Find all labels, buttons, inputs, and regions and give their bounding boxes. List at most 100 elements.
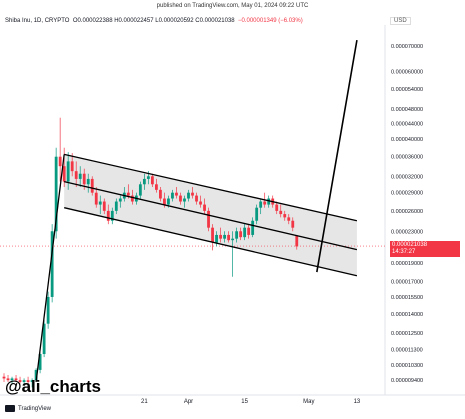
candle-body-70 xyxy=(283,214,287,218)
channel-middle xyxy=(64,180,358,251)
candle-body-48 xyxy=(195,195,198,202)
tradingview-brand-label: TradingView xyxy=(18,405,52,412)
y-tick-label-5: 0.000040000 xyxy=(391,137,423,143)
y-tick-label-9: 0.000026000 xyxy=(391,209,423,215)
y-tick-label-0: 0.000070000 xyxy=(391,44,423,50)
candle-body-62 xyxy=(251,220,255,235)
candle-body-12 xyxy=(50,231,54,297)
candle-body-59 xyxy=(239,231,243,238)
published-caption: published on TradingView.com, May 01, 20… xyxy=(156,3,309,9)
candle-body-8 xyxy=(34,369,38,381)
candle-body-40 xyxy=(163,198,166,205)
candle-body-4 xyxy=(18,380,22,382)
candle-body-66 xyxy=(267,198,271,205)
candle-body-58 xyxy=(235,231,239,239)
x-tick-label-0: 21 xyxy=(141,399,148,405)
candle-body-0 xyxy=(2,376,6,379)
ohlc-values: O0.000022388 H0.000022457 L0.000020592 C… xyxy=(72,18,235,24)
candle-body-52 xyxy=(211,227,214,243)
y-tick-label-1: 0.000060000 xyxy=(391,70,423,76)
candle-body-32 xyxy=(130,195,134,202)
candle-body-27 xyxy=(110,210,114,221)
candle-body-21 xyxy=(86,178,90,185)
candle-body-24 xyxy=(98,201,102,205)
candle-body-26 xyxy=(106,210,110,221)
candle-body-57 xyxy=(231,238,235,241)
tradingview-logo-icon xyxy=(5,405,15,412)
candle-body-64 xyxy=(259,201,263,208)
y-tick-label-11: 0.000019000 xyxy=(391,261,423,267)
candle-body-1 xyxy=(6,378,10,381)
channel-lower xyxy=(64,207,358,277)
x-tick-label-1: Apr xyxy=(184,399,193,405)
symbol-legend: Shiba Inu, 1D, CRYPTO O0.000022388 H0.00… xyxy=(5,18,303,24)
candle-body-11 xyxy=(46,296,50,324)
candle-body-28 xyxy=(114,201,118,211)
channel-upper xyxy=(64,153,358,222)
candle-body-23 xyxy=(94,192,98,205)
candle-body-46 xyxy=(187,192,190,199)
candle-body-44 xyxy=(179,195,182,202)
symbol-name: Shiba Inu, 1D, CRYPTO xyxy=(5,18,70,24)
current-price-tag: 0.000021038 14:37:27 xyxy=(390,241,460,258)
candle-body-51 xyxy=(207,210,210,228)
candle-body-2 xyxy=(10,378,14,381)
currency-button[interactable]: USD xyxy=(390,17,411,25)
candle-body-54 xyxy=(219,234,222,239)
y-tick-label-7: 0.000032000 xyxy=(391,174,423,180)
candle-body-19 xyxy=(78,173,82,179)
candle-body-73 xyxy=(295,235,299,247)
tradingview-brand: TradingView xyxy=(5,405,51,412)
candle-body-37 xyxy=(150,176,154,185)
current-price-value: 0.000021038 xyxy=(392,242,428,249)
candle-body-7 xyxy=(30,380,34,382)
candle-body-50 xyxy=(203,204,206,211)
x-tick-label-4: 13 xyxy=(354,399,361,405)
candle-body-60 xyxy=(243,227,247,238)
candle-body-63 xyxy=(255,207,259,221)
y-tick-label-17: 0.000010300 xyxy=(391,363,423,369)
candle-body-42 xyxy=(171,192,174,199)
x-tick-label-3: May xyxy=(303,399,314,405)
y-tick-label-14: 0.000014000 xyxy=(391,312,423,318)
candle-body-31 xyxy=(126,192,130,196)
y-tick-label-13: 0.000015500 xyxy=(391,295,423,301)
candle-body-55 xyxy=(223,234,226,239)
projection-line xyxy=(316,40,358,273)
candle-countdown: 14:37:27 xyxy=(392,249,416,256)
candle-body-53 xyxy=(215,234,218,243)
candle-body-41 xyxy=(167,198,170,205)
candle-body-5 xyxy=(22,380,26,382)
candle-body-20 xyxy=(82,173,86,185)
author-watermark: @ali_charts xyxy=(5,377,101,396)
candle-body-6 xyxy=(26,380,30,382)
y-tick-label-16: 0.000011300 xyxy=(391,348,423,354)
candle-body-16 xyxy=(66,161,70,182)
candle-body-61 xyxy=(247,227,251,235)
x-tick-label-2: 15 xyxy=(241,399,248,405)
candle-body-68 xyxy=(275,204,279,211)
y-tick-label-3: 0.000048000 xyxy=(391,107,423,113)
price-change: −0.000001349 (−6.03%) xyxy=(238,18,303,24)
candle-body-38 xyxy=(155,184,158,190)
y-tick-label-18: 0.000009400 xyxy=(391,378,423,384)
candle-body-35 xyxy=(142,178,146,185)
candle-body-17 xyxy=(70,161,74,172)
candle-body-47 xyxy=(191,192,194,196)
candle-body-72 xyxy=(291,220,295,228)
y-tick-label-15: 0.000012500 xyxy=(391,331,423,337)
candle-body-25 xyxy=(102,201,106,211)
candle-body-22 xyxy=(90,178,94,193)
y-tick-label-10: 0.000023000 xyxy=(391,229,423,235)
candle-body-18 xyxy=(74,171,78,179)
candle-body-69 xyxy=(279,210,283,215)
candle-body-14 xyxy=(58,156,62,167)
y-tick-label-6: 0.000036000 xyxy=(391,155,423,161)
candle-body-29 xyxy=(118,198,122,202)
candle-body-45 xyxy=(183,198,186,202)
y-tick-label-12: 0.000017000 xyxy=(391,280,423,286)
candle-body-71 xyxy=(287,217,291,221)
candle-body-49 xyxy=(199,201,202,205)
y-tick-label-8: 0.000029000 xyxy=(391,191,423,197)
